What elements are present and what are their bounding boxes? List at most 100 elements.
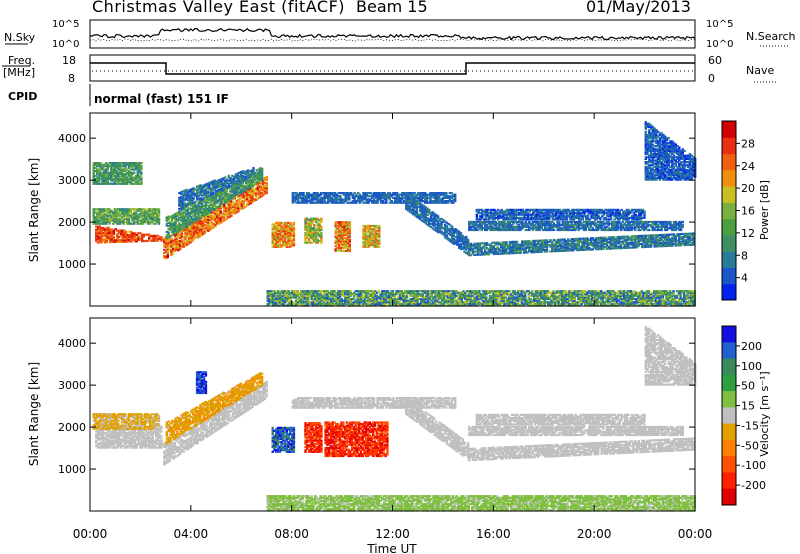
power-cell bbox=[232, 186, 236, 189]
power-cell bbox=[157, 217, 161, 220]
power-cell bbox=[295, 195, 298, 198]
power-cell bbox=[235, 200, 238, 203]
power-cell bbox=[103, 241, 107, 244]
power-cell bbox=[127, 208, 131, 211]
power-cell bbox=[362, 193, 365, 196]
power-cell bbox=[323, 201, 326, 204]
power-cell bbox=[110, 170, 113, 173]
power-cell bbox=[113, 162, 117, 165]
power-cell bbox=[225, 194, 228, 197]
power-cell bbox=[579, 239, 582, 242]
power-cell bbox=[480, 228, 483, 232]
power-cell bbox=[119, 231, 123, 234]
power-cell bbox=[169, 224, 172, 227]
power-heatmap bbox=[92, 121, 697, 307]
power-cell bbox=[334, 195, 337, 198]
power-cell bbox=[215, 199, 218, 202]
power-cell bbox=[105, 230, 108, 233]
power-cell bbox=[489, 225, 492, 228]
power-cell bbox=[529, 243, 533, 246]
power-cell bbox=[154, 211, 157, 214]
power-cell bbox=[105, 228, 108, 231]
power-cell bbox=[207, 218, 210, 221]
power-cell bbox=[179, 209, 183, 212]
power-cell bbox=[547, 225, 550, 228]
power-cell bbox=[616, 240, 619, 243]
power-cell bbox=[99, 222, 102, 225]
power-cell bbox=[172, 213, 176, 216]
power-cell bbox=[499, 246, 503, 249]
power-cell bbox=[551, 227, 554, 230]
power-cell bbox=[506, 220, 510, 224]
power-cell bbox=[246, 179, 250, 182]
power-cell bbox=[97, 173, 101, 176]
power-cell bbox=[579, 247, 582, 250]
power-cell bbox=[540, 239, 543, 242]
power-cell bbox=[156, 213, 159, 216]
power-cell bbox=[250, 172, 253, 175]
power-cell bbox=[163, 248, 166, 251]
power-cell bbox=[531, 228, 535, 232]
power-cell bbox=[313, 238, 316, 241]
power-cell bbox=[190, 220, 193, 223]
power-cell bbox=[134, 174, 138, 177]
power-cell bbox=[176, 227, 179, 230]
power-cell bbox=[241, 176, 245, 179]
power-cell bbox=[536, 239, 540, 242]
power-cell bbox=[641, 244, 644, 247]
power-cell bbox=[99, 217, 102, 220]
power-cell bbox=[595, 237, 598, 240]
power-cell bbox=[189, 237, 192, 241]
power-cell bbox=[521, 224, 524, 227]
power-cell bbox=[259, 170, 262, 173]
power-cell bbox=[625, 246, 628, 249]
power-cell bbox=[109, 237, 112, 240]
power-cell bbox=[372, 195, 376, 198]
power-cell bbox=[124, 182, 127, 185]
power-cell bbox=[122, 174, 125, 177]
power-cell bbox=[230, 197, 234, 200]
power-cell bbox=[662, 241, 665, 244]
power-cell bbox=[120, 181, 124, 184]
power-cell bbox=[406, 198, 410, 201]
power-cell bbox=[309, 241, 312, 244]
power-cell bbox=[334, 192, 337, 195]
power-cell bbox=[237, 203, 240, 206]
power-cell bbox=[242, 201, 245, 205]
power-cell bbox=[292, 226, 296, 229]
power-cell bbox=[422, 220, 426, 223]
power-cell bbox=[343, 229, 346, 232]
power-cell bbox=[260, 178, 264, 181]
power-cell bbox=[230, 182, 234, 186]
power-cell bbox=[413, 196, 416, 199]
power-cell bbox=[447, 196, 450, 199]
power-cell bbox=[309, 222, 312, 225]
power-cell bbox=[150, 216, 154, 219]
power-cell bbox=[110, 171, 113, 174]
power-cell bbox=[378, 240, 381, 244]
power-cell bbox=[609, 242, 612, 245]
power-cell bbox=[412, 213, 415, 216]
power-cell bbox=[376, 201, 379, 204]
power-cell bbox=[181, 203, 185, 206]
power-cell bbox=[586, 220, 589, 224]
power-cell bbox=[168, 248, 171, 251]
power-cell bbox=[374, 239, 377, 242]
power-cell bbox=[239, 194, 242, 197]
power-cell bbox=[92, 162, 95, 165]
power-cell bbox=[247, 196, 251, 200]
power-cell bbox=[440, 230, 443, 233]
power-cell bbox=[653, 242, 656, 245]
power-cell bbox=[334, 196, 337, 199]
power-cell bbox=[97, 216, 101, 219]
power-cell bbox=[473, 228, 476, 232]
power-cell bbox=[155, 234, 158, 237]
power-cell bbox=[466, 253, 470, 256]
power-cell bbox=[544, 239, 547, 242]
power-cell bbox=[577, 237, 580, 240]
power-cell bbox=[649, 237, 653, 240]
power-cell bbox=[664, 233, 667, 236]
power-cell bbox=[313, 227, 316, 230]
power-cell bbox=[364, 195, 367, 198]
power-cell bbox=[174, 215, 177, 219]
